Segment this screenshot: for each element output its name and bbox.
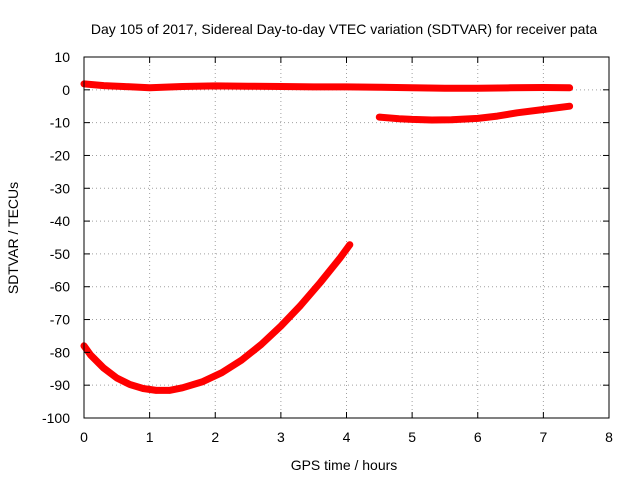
series-line-pass-1 bbox=[80, 80, 574, 92]
y-tick-label: -40 bbox=[50, 213, 70, 229]
data-point bbox=[566, 84, 573, 92]
x-tick-label: 4 bbox=[343, 429, 351, 445]
data-point bbox=[448, 116, 455, 123]
x-tick-label: 1 bbox=[146, 429, 154, 445]
y-tick-label: -80 bbox=[50, 344, 70, 360]
data-point bbox=[474, 85, 481, 92]
data-point bbox=[277, 83, 285, 90]
data-point bbox=[120, 83, 127, 90]
data-point bbox=[494, 112, 501, 120]
y-tick-label: -30 bbox=[50, 180, 70, 196]
series-line-pass-3 bbox=[80, 241, 354, 394]
data-point bbox=[126, 381, 134, 388]
data-point bbox=[100, 82, 107, 89]
chart-title: Day 105 of 2017, Sidereal Day-to-day VTE… bbox=[91, 21, 598, 37]
data-point bbox=[179, 83, 186, 90]
data-series bbox=[80, 80, 574, 394]
data-point bbox=[212, 82, 219, 90]
data-point bbox=[346, 241, 353, 248]
data-point bbox=[513, 109, 521, 117]
x-tick-label: 7 bbox=[539, 429, 547, 445]
y-tick-label: 10 bbox=[54, 49, 70, 65]
axis-ticks bbox=[83, 56, 610, 419]
data-point bbox=[408, 84, 416, 92]
data-point bbox=[146, 84, 153, 92]
data-point bbox=[441, 85, 449, 92]
x-tick-label: 2 bbox=[211, 429, 219, 445]
data-point bbox=[566, 103, 573, 110]
data-point bbox=[244, 83, 252, 90]
data-point bbox=[376, 84, 383, 91]
y-tick-label: -50 bbox=[50, 246, 70, 262]
data-point bbox=[139, 385, 147, 392]
data-point bbox=[428, 116, 435, 124]
data-point bbox=[376, 113, 383, 121]
data-point bbox=[166, 387, 173, 394]
x-tick-labels: 0 1 2 3 4 5 6 7 8 bbox=[80, 429, 613, 445]
x-tick-label: 0 bbox=[80, 429, 88, 445]
data-point bbox=[408, 116, 416, 123]
x-tick-label: 6 bbox=[474, 429, 482, 445]
y-tick-label: -90 bbox=[50, 377, 70, 393]
data-point bbox=[310, 83, 317, 91]
data-point bbox=[153, 387, 160, 394]
data-point bbox=[540, 84, 547, 91]
data-point bbox=[100, 364, 107, 372]
data-point bbox=[343, 83, 350, 91]
x-tick-label: 3 bbox=[277, 429, 285, 445]
data-point bbox=[198, 378, 206, 386]
y-tick-label: -70 bbox=[50, 312, 70, 328]
data-point bbox=[258, 341, 265, 348]
data-point bbox=[179, 384, 186, 391]
x-axis-label: GPS time / hours bbox=[291, 457, 398, 473]
data-point bbox=[218, 369, 225, 376]
data-point bbox=[507, 84, 514, 92]
y-tick-label: -20 bbox=[50, 147, 70, 163]
y-tick-label: -10 bbox=[50, 115, 70, 131]
data-point bbox=[317, 279, 324, 286]
y-tick-label: -100 bbox=[42, 410, 70, 426]
y-tick-label: 0 bbox=[62, 82, 70, 98]
series-line-pass-2 bbox=[375, 102, 574, 124]
data-point bbox=[297, 302, 304, 309]
data-point bbox=[540, 106, 547, 113]
x-tick-label: 8 bbox=[605, 429, 613, 445]
data-point bbox=[395, 115, 403, 122]
data-point bbox=[238, 357, 245, 364]
data-point bbox=[87, 351, 94, 359]
data-point bbox=[113, 374, 121, 382]
data-point bbox=[336, 255, 344, 262]
y-axis-label: SDTVAR / TECUs bbox=[5, 182, 21, 294]
data-point bbox=[277, 322, 285, 330]
data-point bbox=[474, 115, 481, 122]
y-tick-label: -60 bbox=[50, 279, 70, 295]
x-tick-label: 5 bbox=[408, 429, 416, 445]
